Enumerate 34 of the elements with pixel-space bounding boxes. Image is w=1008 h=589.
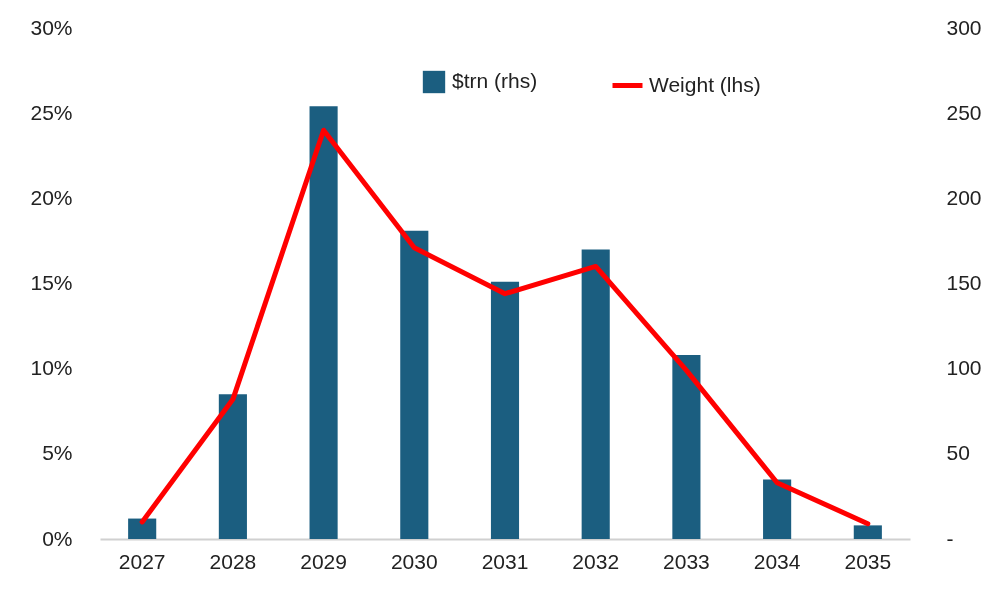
bar — [400, 230, 429, 539]
legend-label: Weight (lhs) — [649, 72, 761, 96]
y2-tick-label: 250 — [946, 100, 982, 124]
x-tick-label: 2034 — [753, 549, 801, 573]
bar — [853, 525, 882, 539]
y-tick-label: 20% — [30, 185, 73, 209]
bar — [218, 394, 247, 539]
y-tick-label: 25% — [30, 100, 73, 124]
y-tick-label: 30% — [30, 15, 73, 39]
y-tick-label: 15% — [30, 271, 73, 294]
x-tick-label: 2029 — [300, 549, 347, 573]
x-tick-label: 2033 — [663, 549, 710, 573]
x-tick-label: 2031 — [481, 549, 529, 573]
legend-label: $trn (rhs) — [452, 69, 538, 92]
bar — [672, 355, 701, 539]
bar — [490, 281, 520, 539]
y2-tick-label: 200 — [946, 185, 982, 209]
x-tick-label: 2032 — [572, 549, 620, 573]
bar — [763, 479, 792, 539]
bar — [581, 249, 610, 539]
y-tick-label: 10% — [30, 356, 73, 380]
y2-tick-label: 300 — [946, 15, 982, 39]
x-tick-label: 2028 — [209, 549, 257, 573]
y2-tick-label: - — [946, 526, 954, 550]
y-tick-label: 5% — [42, 441, 73, 465]
y-tick-label: 0% — [42, 526, 73, 550]
bar — [128, 518, 157, 539]
y2-tick-label: 150 — [946, 271, 982, 294]
x-tick-label: 2035 — [844, 549, 892, 573]
y2-tick-label: 50 — [946, 441, 970, 465]
x-tick-label: 2027 — [118, 549, 166, 573]
y2-tick-label: 100 — [946, 356, 982, 380]
bar — [309, 106, 338, 539]
x-tick-label: 2030 — [390, 549, 438, 573]
